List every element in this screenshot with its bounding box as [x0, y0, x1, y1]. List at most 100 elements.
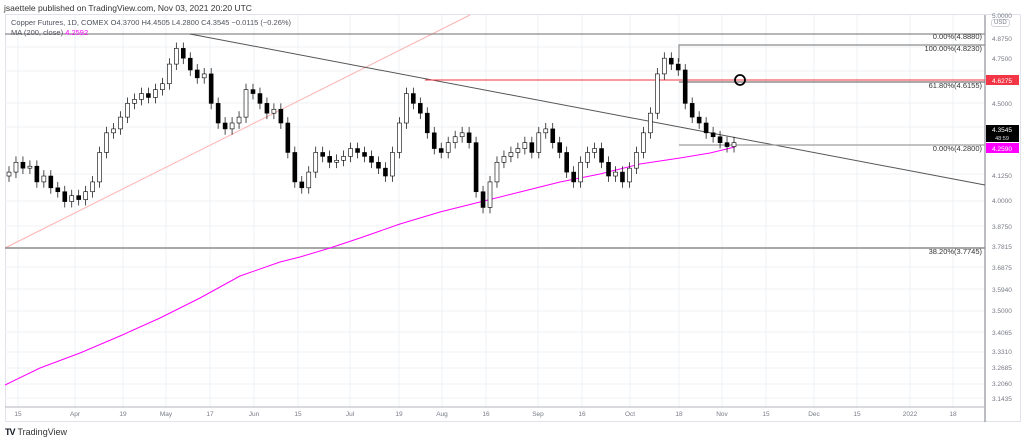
svg-text:May: May: [160, 411, 173, 418]
svg-text:4.8750: 4.8750: [992, 36, 1012, 43]
candle: [355, 148, 360, 153]
candle: [543, 128, 549, 134]
candle: [320, 152, 326, 157]
svg-text:Apr: Apr: [70, 411, 81, 418]
candle: [571, 171, 576, 183]
candle: [613, 171, 618, 177]
candle: [187, 57, 193, 71]
last-price-badge: [986, 125, 1019, 142]
svg-text:3.7815: 3.7815: [992, 244, 1012, 251]
time-axis[interactable]: 15 Apr 19 May 17 Jun 15 Jul 19 Aug 16 Se…: [14, 411, 957, 418]
candle: [724, 142, 730, 147]
bar-countdown: 48:59: [995, 136, 1009, 142]
candle: [153, 89, 158, 98]
ma-label: MA (200, close): [11, 28, 64, 37]
candle: [585, 152, 590, 163]
svg-text:4.5000: 4.5000: [992, 101, 1012, 108]
svg-text:3.5000: 3.5000: [992, 308, 1012, 315]
candle: [501, 156, 507, 163]
candle: [34, 165, 40, 183]
candle: [578, 161, 583, 183]
candle: [417, 103, 423, 114]
support-trendline[interactable]: [4, 14, 471, 249]
candle: [494, 161, 500, 183]
candle: [174, 48, 179, 65]
svg-text:19: 19: [119, 411, 127, 418]
target-circle-annotation[interactable]: [734, 74, 746, 86]
candle: [222, 122, 228, 130]
candle: [236, 116, 242, 124]
svg-text:16: 16: [482, 411, 490, 418]
svg-text:4.1250: 4.1250: [992, 173, 1012, 180]
svg-text:Aug: Aug: [436, 411, 448, 418]
ma-200-line[interactable]: [4, 146, 736, 386]
candle: [369, 156, 374, 163]
candle: [390, 152, 395, 177]
resistance-trendline[interactable]: [189, 33, 986, 186]
candle: [229, 122, 235, 130]
candle: [348, 148, 353, 157]
candle: [83, 191, 88, 200]
candle: [438, 148, 444, 153]
candle: [146, 93, 151, 98]
candle: [20, 161, 26, 169]
last-price-text: 4.3545: [992, 127, 1012, 134]
candle: [201, 73, 207, 79]
grid: [5, 15, 985, 408]
candle: [452, 136, 458, 143]
candle: [424, 112, 430, 134]
ma-legend[interactable]: MA (200, close) 4.2592: [11, 28, 88, 37]
candle: [334, 160, 339, 163]
candle: [48, 175, 54, 189]
candle: [6, 171, 12, 177]
fib-label-0-bottom: 0.00%(4.2800): [933, 144, 983, 153]
candle: [606, 161, 611, 177]
candle: [717, 136, 723, 143]
fib-label-100: 100.00%(4.8230): [924, 44, 982, 53]
fib-level-100[interactable]: [678, 44, 985, 62]
candle: [55, 187, 61, 193]
candle: [473, 142, 479, 193]
candle: [362, 152, 367, 157]
candle: [194, 69, 200, 79]
svg-text:15: 15: [14, 411, 22, 418]
candle: [696, 116, 702, 124]
candle: [104, 132, 109, 153]
tradingview-logo-icon: TV: [5, 427, 15, 437]
brand-name[interactable]: TradingView: [17, 427, 68, 437]
fib-label-382: 38.20%(3.7745): [929, 247, 983, 256]
svg-text:15: 15: [853, 411, 861, 418]
candle: [160, 83, 165, 90]
candle: [139, 93, 144, 100]
svg-text:18: 18: [949, 411, 957, 418]
candle: [592, 148, 597, 153]
candle: [62, 191, 68, 202]
candle: [285, 122, 291, 153]
svg-text:4.0000: 4.0000: [992, 198, 1012, 205]
candle: [299, 181, 305, 189]
svg-text:Jul: Jul: [346, 411, 355, 418]
candle: [655, 73, 660, 114]
chart-frame[interactable]: [5, 14, 1021, 422]
candle: [564, 152, 569, 173]
candle: [313, 152, 319, 173]
currency-badge: USD: [991, 19, 1010, 27]
svg-text:Dec: Dec: [808, 411, 820, 418]
candle: [508, 152, 514, 157]
candle: [522, 142, 528, 149]
candle: [703, 122, 709, 134]
candle: [404, 93, 409, 124]
candle: [661, 57, 667, 75]
candle: [208, 73, 214, 104]
candle: [76, 195, 82, 200]
candle: [557, 142, 563, 153]
price-axis[interactable]: 5.0000 4.8750 4.7500 4.5000 4.1250 4.000…: [992, 13, 1012, 403]
candle: [13, 161, 19, 173]
candle: [682, 69, 688, 104]
candle: [215, 103, 221, 124]
svg-text:3.3310: 3.3310: [992, 349, 1012, 356]
svg-text:Oct: Oct: [625, 411, 635, 418]
candle: [376, 161, 381, 169]
candle: [111, 128, 116, 134]
